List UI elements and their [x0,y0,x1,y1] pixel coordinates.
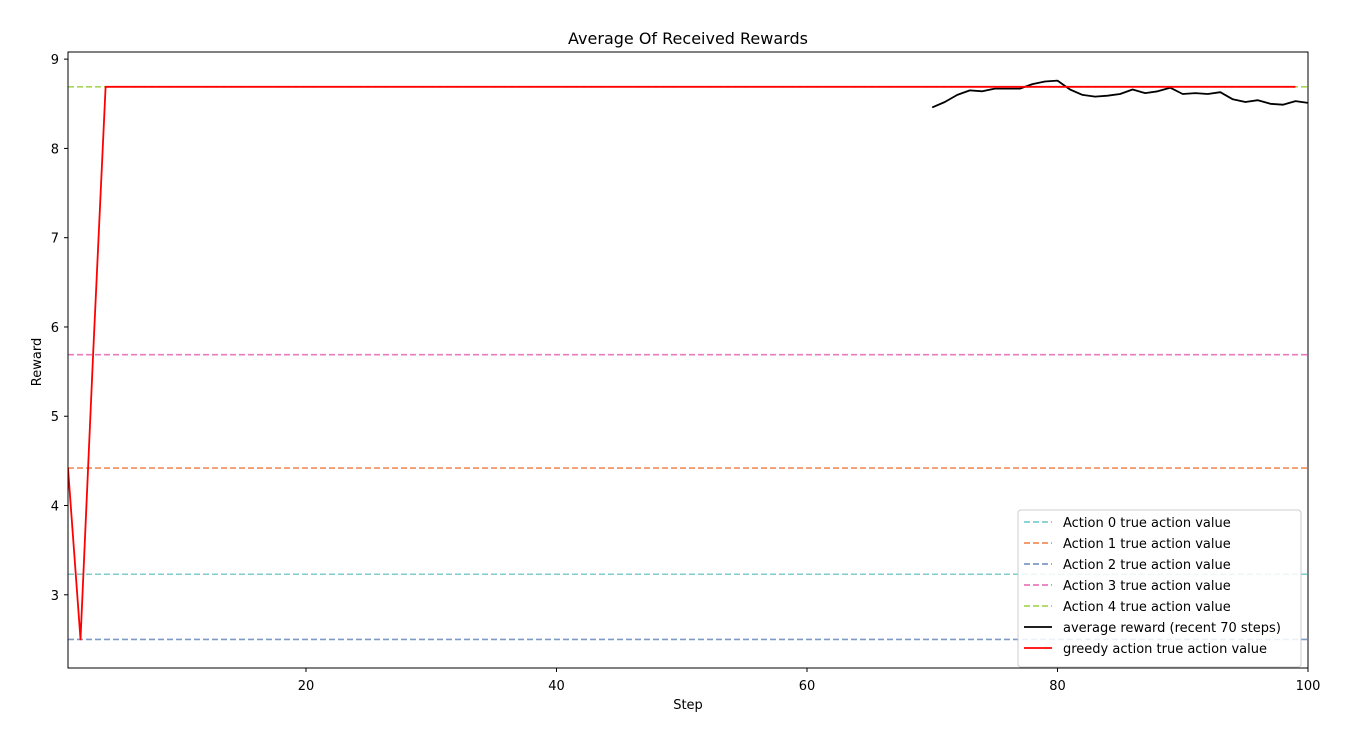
legend-label: Action 4 true action value [1063,600,1231,615]
legend-label: Action 1 true action value [1063,537,1231,552]
chart-title: Average Of Received Rewards [568,29,808,48]
legend-label: Action 3 true action value [1063,579,1231,594]
series-line-average-reward [931,79,1308,109]
y-axis: 3 4 5 6 7 8 9 [51,53,68,604]
y-tick-label: 4 [51,500,59,515]
y-axis-label: Reward [30,338,45,386]
x-axis-label: Step [673,698,703,713]
y-tick-label: 8 [51,142,59,157]
x-tick-label: 20 [298,679,315,694]
plot-frame [67,51,1309,669]
legend-label: average reward (recent 70 steps) [1063,621,1281,636]
legend-label: Action 0 true action value [1063,516,1231,531]
y-tick-label: 3 [51,589,59,604]
y-tick-label: 6 [51,321,59,336]
series-line-greedy-action [68,85,1296,641]
y-tick-label: 7 [51,232,59,247]
x-tick-label: 40 [548,679,565,694]
x-tick-label: 80 [1049,679,1066,694]
plot-lines [68,79,1308,641]
legend-label: Action 2 true action value [1063,558,1231,573]
legend-box [1017,509,1302,668]
legend-label: greedy action true action value [1063,642,1267,657]
y-tick-label: 9 [51,53,59,68]
x-tick-label: 60 [799,679,816,694]
y-tick-label: 5 [51,410,59,425]
plot-area [68,79,1308,641]
x-axis: 20 40 60 80 100 [298,668,1321,694]
legend: Action 0 true action value Action 1 true … [1017,509,1302,668]
x-tick-label: 100 [1296,679,1321,694]
